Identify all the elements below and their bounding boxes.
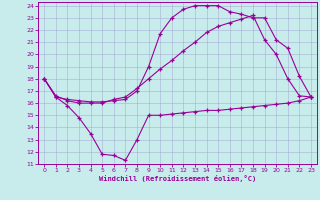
X-axis label: Windchill (Refroidissement éolien,°C): Windchill (Refroidissement éolien,°C) [99, 175, 256, 182]
